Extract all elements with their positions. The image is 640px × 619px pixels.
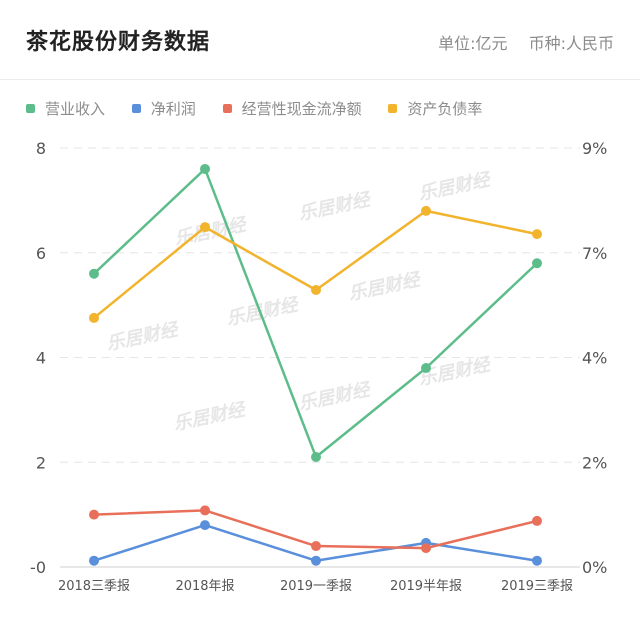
data-point[interactable] [311,452,321,463]
data-point[interactable] [200,222,210,233]
data-point[interactable] [421,543,431,554]
header-meta: 单位:亿元 币种:人民币 [422,30,614,54]
y-left-tick-label: 6 [36,244,46,263]
watermark-text: 乐居财经 [225,294,303,330]
data-point[interactable] [532,258,542,269]
x-tick-label: 2019三季报 [501,579,573,594]
watermark-text: 乐居财经 [105,319,183,355]
data-point[interactable] [89,509,99,520]
page-title: 茶花股份财务数据 [26,30,211,55]
x-tick-label: 2019一季报 [280,579,352,594]
watermark-text: 乐居财经 [172,399,250,435]
legend-swatch [222,104,232,113]
data-point[interactable] [200,163,210,174]
data-point[interactable] [200,505,210,516]
data-point[interactable] [311,284,321,295]
watermark-text: 乐居财经 [347,269,425,305]
data-point[interactable] [311,541,321,552]
series-line [93,209,538,319]
legend-item-debt-ratio[interactable]: 资产负债率 [388,98,482,119]
data-point[interactable] [89,312,99,323]
data-point[interactable] [311,555,321,566]
data-point[interactable] [89,268,99,279]
legend-swatch [388,104,398,113]
watermark-text: 乐居财经 [417,169,495,205]
x-tick-label: 2019半年报 [390,579,462,594]
y-right-tick-label: 9% [582,139,607,158]
y-right-tick-label: 7% [582,244,607,263]
y-left-tick-label: 4 [36,349,46,368]
data-point[interactable] [200,520,210,531]
data-point[interactable] [89,555,99,566]
data-point[interactable] [421,362,431,373]
data-point[interactable] [532,555,542,566]
legend-item-cash-flow[interactable]: 经营性现金流净额 [222,98,362,119]
unit-label: 单位:亿元 [438,34,508,53]
data-point[interactable] [421,205,431,216]
legend-label: 净利润 [150,100,196,118]
legend-label: 营业收入 [45,100,106,118]
y-right-tick-label: 4% [582,349,607,368]
legend-swatch [131,104,141,113]
legend-label: 经营性现金流净额 [241,100,362,118]
legend-swatch [26,104,35,113]
legend-label: 资产负债率 [407,100,483,118]
x-tick-label: 2018三季报 [58,579,130,594]
watermark-text: 乐居财经 [297,379,375,415]
legend-item-net-profit[interactable]: 净利润 [131,98,196,119]
y-left-tick-label: -0 [30,558,46,577]
data-point[interactable] [532,229,542,240]
y-left-tick-label: 2 [36,453,46,472]
header: 茶花股份财务数据 单位:亿元 币种:人民币 [0,0,640,80]
data-point[interactable] [532,515,542,526]
chart-legend: 营业收入 净利润 经营性现金流净额 资产负债率 [26,98,504,120]
y-right-tick-label: 2% [582,453,607,472]
x-tick-label: 2018年报 [175,579,234,594]
y-right-tick-label: 0% [582,558,607,577]
watermark-text: 乐居财经 [297,189,375,225]
legend-item-revenue[interactable]: 营业收入 [26,98,105,119]
y-left-tick-label: 8 [36,139,46,158]
currency-label: 币种:人民币 [528,34,614,53]
